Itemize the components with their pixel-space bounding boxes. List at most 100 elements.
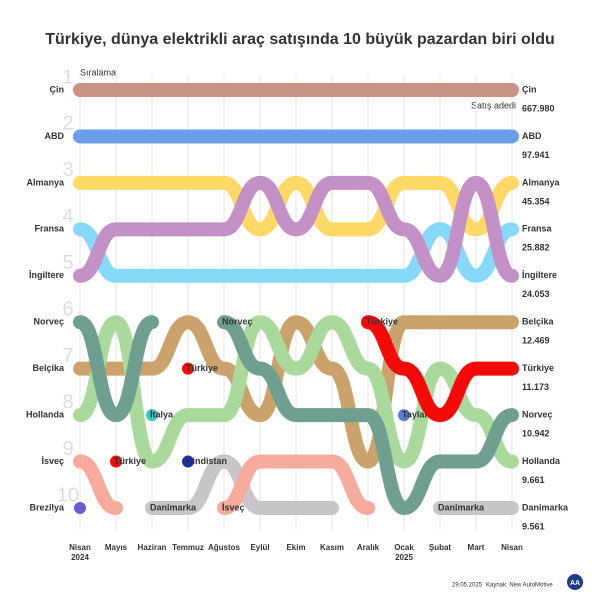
- right-label: İngiltere: [522, 270, 557, 280]
- sales-label: 9.661: [522, 475, 545, 485]
- left-label: İngiltere: [29, 270, 64, 280]
- left-label: Belçika: [32, 363, 65, 373]
- x-tick-line: Temmuz: [172, 543, 204, 552]
- rank-line: [73, 454, 123, 515]
- logo: AA: [570, 580, 580, 587]
- rank-dot: [398, 409, 410, 422]
- rank-line: [217, 315, 519, 515]
- rank-line: [73, 315, 519, 469]
- x-tick-label: Haziran: [138, 543, 167, 552]
- sales-label: 45.354: [522, 196, 550, 206]
- left-label: Fransa: [34, 224, 65, 234]
- x-tick-label: Kasım: [320, 543, 344, 552]
- rank-dot: [110, 455, 122, 468]
- y-tick-label: 8: [62, 391, 73, 413]
- sales-label: 25.882: [522, 243, 550, 253]
- rank-dot: [182, 455, 194, 468]
- rank-line: [361, 315, 519, 423]
- y-tick-label: 4: [62, 206, 73, 228]
- inline-label: Hindistan: [186, 456, 227, 466]
- x-tick-line: Ocak: [394, 543, 414, 552]
- y-tick-label: 9: [62, 438, 73, 460]
- left-label: İsveç: [41, 456, 64, 466]
- x-tick-line: Şubat: [429, 543, 452, 552]
- sales-label: 9.561: [522, 521, 545, 531]
- rank-line: [217, 454, 375, 515]
- y-axis-label: Sıralama: [80, 67, 116, 77]
- x-tick-line: Nisan: [69, 543, 91, 552]
- y-tick-label: 2: [62, 113, 73, 135]
- sales-label: 10.942: [522, 428, 550, 438]
- footer-source: Kaynak: New AutoMotive: [486, 583, 553, 589]
- x-tick-line: Kasım: [320, 543, 344, 552]
- y-tick-label: 10: [57, 484, 79, 506]
- x-tick-label: Şubat: [429, 543, 452, 552]
- logo-circle: [567, 574, 583, 590]
- x-tick-label: Ağustos: [208, 543, 241, 552]
- inline-label: Tayland: [402, 409, 435, 419]
- right-label: Hollanda: [522, 456, 561, 466]
- x-tick-line: Mart: [468, 543, 485, 552]
- sales-label: 12.469: [522, 336, 550, 346]
- left-label: Çin: [50, 84, 65, 94]
- x-tick-label: Aralık: [357, 543, 380, 552]
- sales-label: 97.941: [522, 150, 550, 160]
- rank-dot: [182, 362, 194, 375]
- x-tick-label: Temmuz: [172, 543, 204, 552]
- left-label: Almanya: [26, 177, 65, 187]
- x-tick-line: Aralık: [357, 543, 380, 552]
- rank-line: [73, 222, 519, 283]
- inline-label: Norveç: [222, 317, 253, 327]
- y-tick-label: 7: [62, 345, 73, 367]
- footer-date: 29.05.2025: [452, 583, 483, 589]
- y-tick-label: 6: [62, 299, 73, 321]
- x-tick-label: Ocak 2025: [394, 543, 414, 562]
- inline-label: İtalya: [150, 409, 174, 419]
- right-label: Fransa: [522, 224, 553, 234]
- x-tick-line: 2025: [395, 553, 413, 562]
- x-tick-label: Eylül: [250, 543, 269, 552]
- rank-line: [73, 175, 519, 237]
- sales-label: 24.053: [522, 289, 550, 299]
- right-label: Türkiye: [522, 363, 554, 373]
- y-tick-label: 1: [62, 66, 73, 88]
- x-tick-line: 2024: [71, 553, 89, 562]
- x-tick-label: Mayıs: [105, 543, 128, 552]
- right-label: Çin: [522, 84, 537, 94]
- right-label: ABD: [522, 131, 542, 141]
- x-tick-label: Mart: [468, 543, 485, 552]
- left-label: Brezilya: [29, 502, 65, 512]
- inline-label: Türkiye: [186, 363, 218, 373]
- x-tick-label: Nisan 2024: [69, 543, 91, 562]
- right-label: Belçika: [522, 317, 555, 327]
- x-tick-label: Ekim: [286, 543, 305, 552]
- y-tick-label: 3: [62, 159, 73, 181]
- rank-line: [73, 175, 519, 283]
- rank-dot: [74, 502, 86, 514]
- right-label: Danimarka: [522, 502, 569, 512]
- inline-label: Danimarka: [438, 502, 485, 512]
- y2-axis-label: Satış adedi: [471, 100, 516, 110]
- inline-label: Türkiye: [366, 317, 398, 327]
- x-tick-line: Haziran: [138, 543, 167, 552]
- x-tick-line: Ekim: [286, 543, 305, 552]
- right-label: Almanya: [522, 177, 561, 187]
- inline-label: İsveç: [222, 502, 245, 512]
- left-label: ABD: [45, 131, 65, 141]
- sales-label: 667.980: [522, 103, 555, 113]
- x-tick-label: Nisan: [501, 543, 523, 552]
- rank-dot: [146, 409, 158, 422]
- y-tick-label: 5: [62, 252, 73, 274]
- inline-label: Danimarka: [150, 502, 197, 512]
- right-label: Norveç: [522, 409, 553, 419]
- rank-line: [73, 315, 519, 469]
- x-tick-line: Mayıs: [105, 543, 128, 552]
- rank-line: [73, 315, 159, 423]
- x-tick-line: Nisan: [501, 543, 523, 552]
- left-label: Norveç: [33, 317, 64, 327]
- chart-title: Türkiye, dünya elektrikli araç satışında…: [45, 31, 555, 48]
- x-tick-line: Ağustos: [208, 543, 241, 552]
- sales-label: 11.173: [522, 382, 549, 392]
- x-tick-line: Eylül: [250, 543, 269, 552]
